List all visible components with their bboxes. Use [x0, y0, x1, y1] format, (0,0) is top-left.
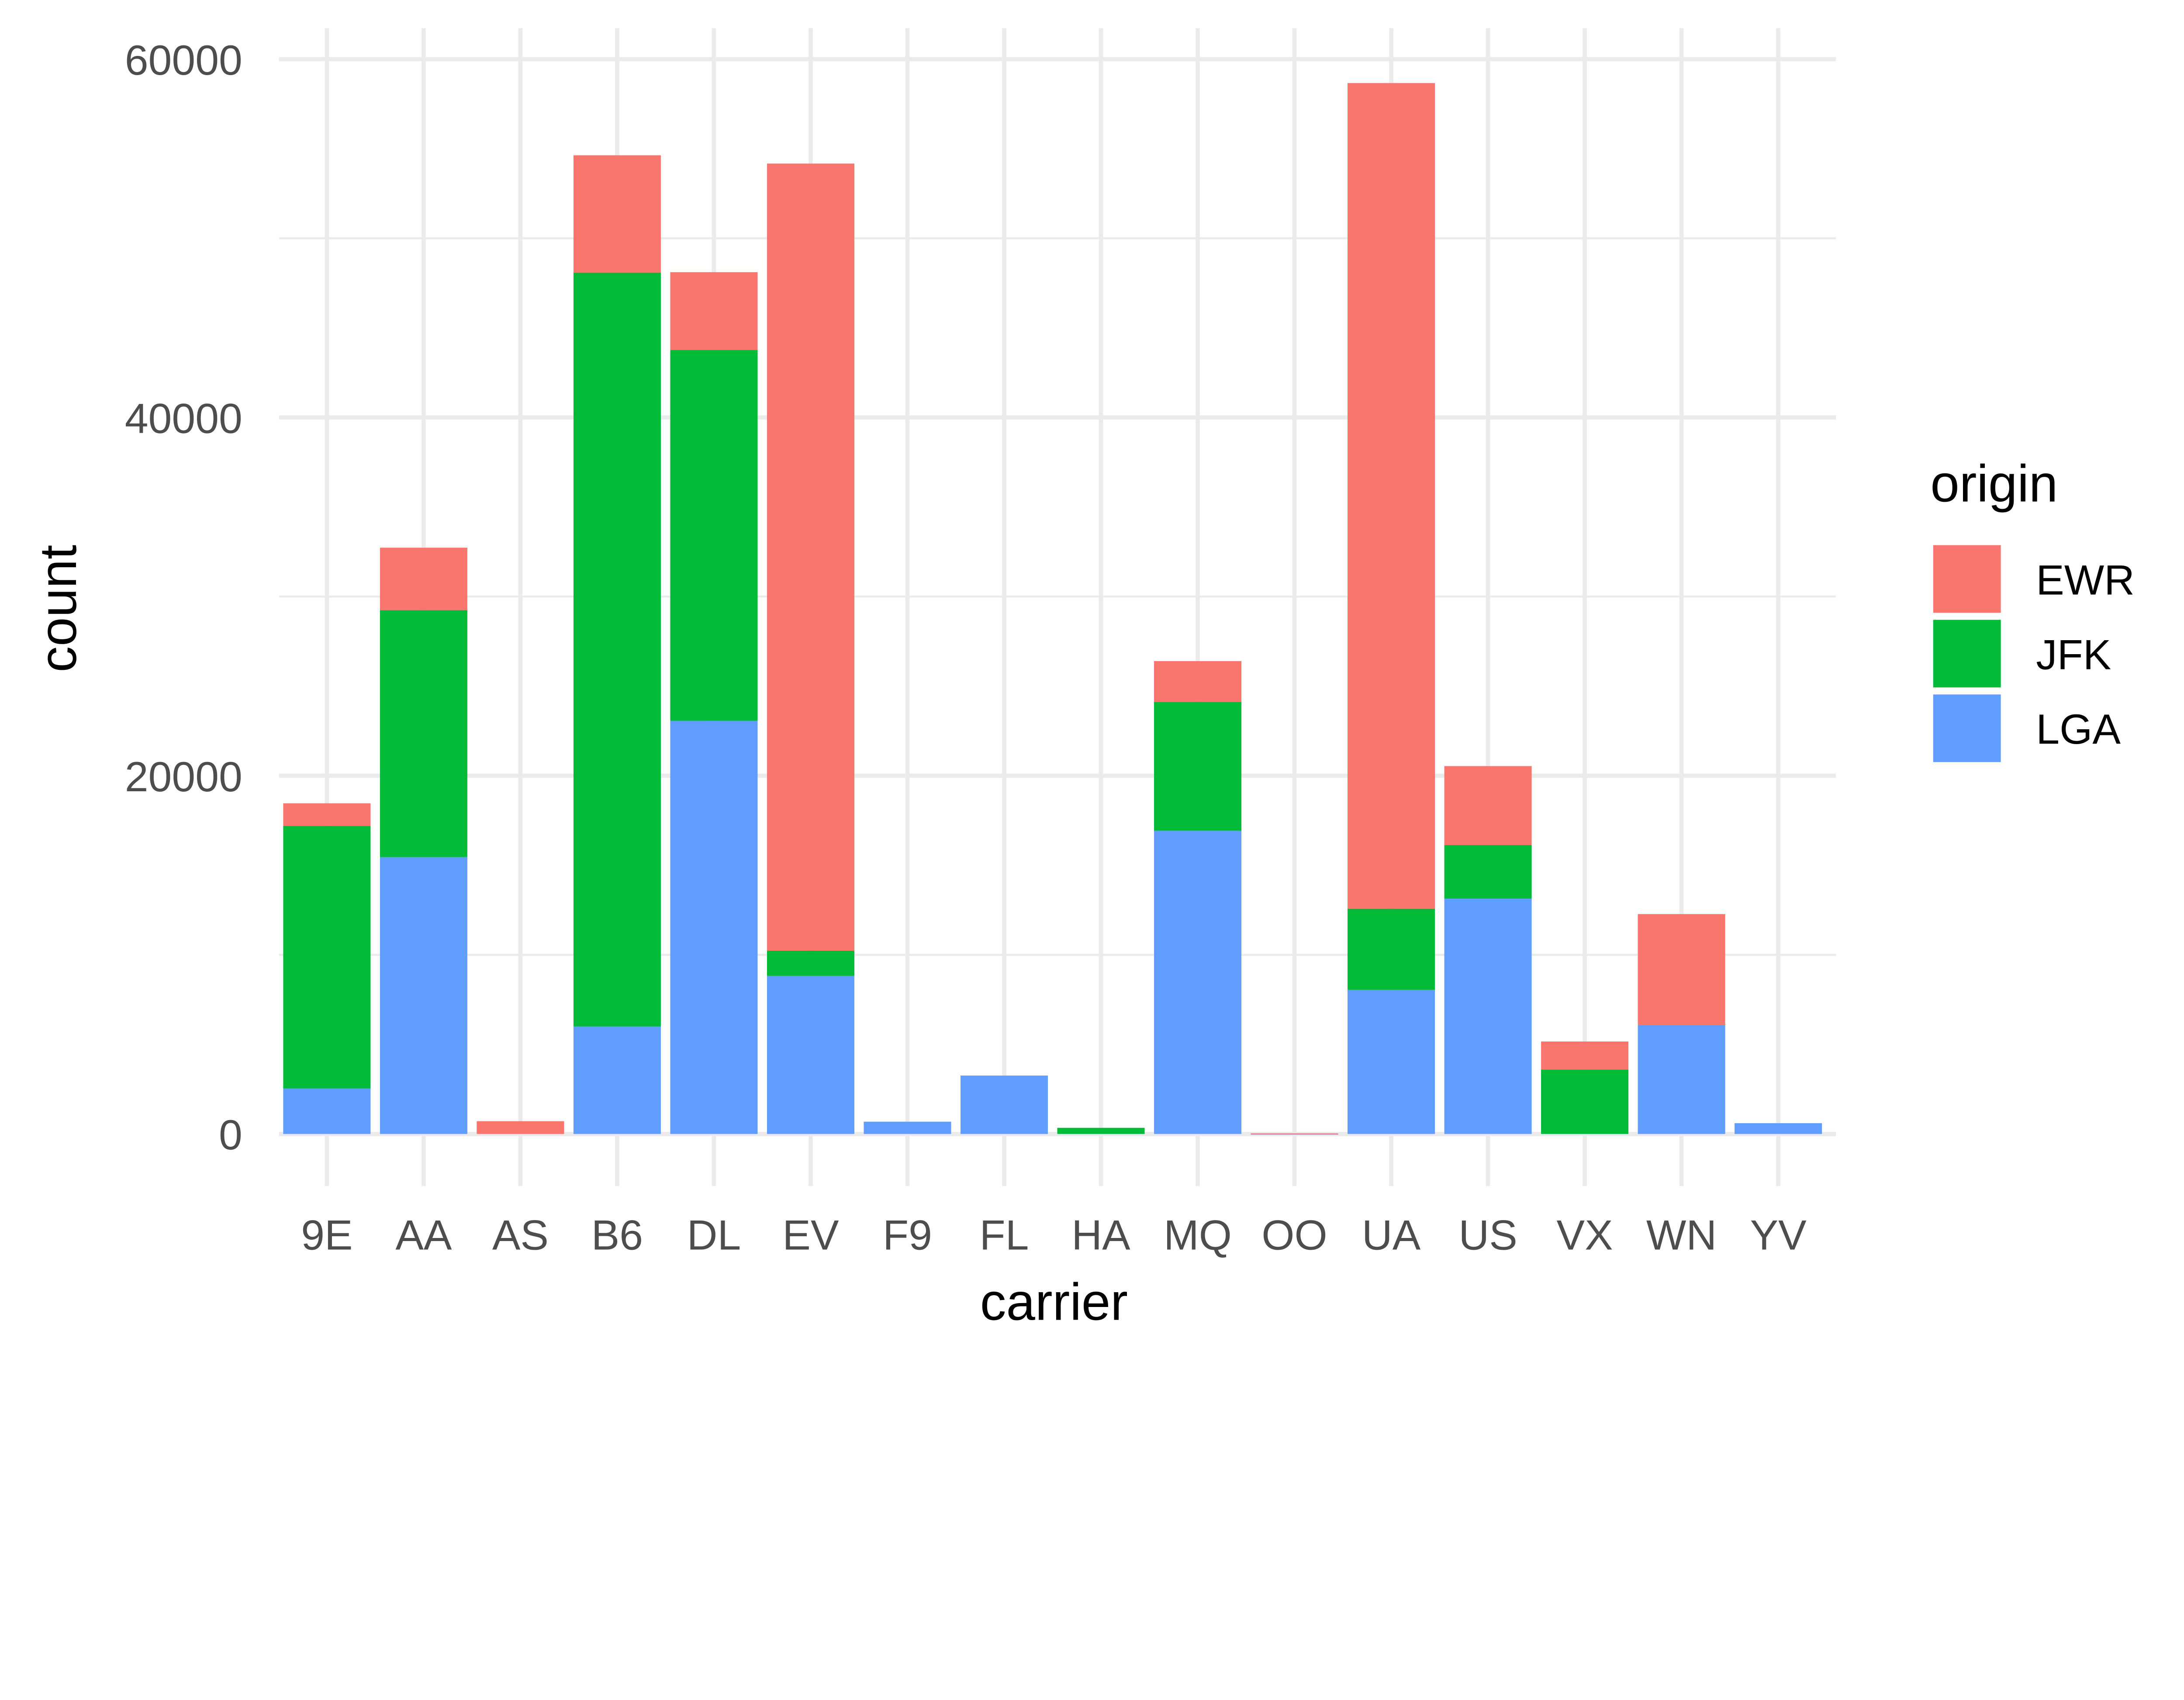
- legend: origin EWR JFK LGA: [1930, 455, 2135, 762]
- stacked-bar-chart: 0 20000 40000 60000 9E AA AS B6 DL EV F9 FL HA MQ OO U…: [29, 28, 2135, 1331]
- y-tick-label: 20000: [125, 753, 242, 800]
- x-tick-label: OO: [1261, 1211, 1327, 1259]
- bar-AS-EWR: [477, 1121, 564, 1134]
- bar-DL-LGA: [670, 721, 758, 1134]
- bar-OO-EWR: [1251, 1133, 1338, 1135]
- bar-AA-EWR: [380, 548, 467, 610]
- bar-B6-JFK: [573, 272, 661, 1027]
- bar-EV-LGA: [767, 976, 854, 1134]
- x-tick-label: 9E: [301, 1211, 352, 1259]
- x-tick-label: FL: [980, 1211, 1029, 1259]
- bar-VX-EWR: [1541, 1041, 1629, 1070]
- bar-F9-LGA: [864, 1121, 951, 1134]
- legend-key-LGA: [1933, 694, 2001, 762]
- x-tick-label: AA: [395, 1211, 452, 1259]
- bar-B6-EWR: [573, 155, 661, 273]
- bar-MQ-EWR: [1154, 661, 1242, 702]
- x-axis-title: carrier: [980, 1273, 1128, 1331]
- x-axis-ticks: 9E AA AS B6 DL EV F9 FL HA MQ OO UA US VX WN YV: [301, 1211, 1807, 1259]
- y-tick-label: 0: [219, 1111, 242, 1159]
- x-tick-label: UA: [1362, 1211, 1421, 1259]
- y-axis-title: count: [29, 545, 87, 672]
- bar-WN-EWR: [1638, 914, 1725, 1025]
- bar-MQ-LGA: [1154, 831, 1242, 1134]
- bar-EV-EWR: [767, 163, 854, 951]
- legend-label-JFK: JFK: [2036, 631, 2111, 678]
- bar-FL-LGA: [961, 1076, 1048, 1134]
- x-tick-label: US: [1458, 1211, 1517, 1259]
- x-tick-label: AS: [492, 1211, 549, 1259]
- bar-9E-LGA: [283, 1088, 371, 1134]
- bar-US-JFK: [1444, 845, 1532, 899]
- bar-HA-JFK: [1057, 1128, 1145, 1134]
- bar-UA-EWR: [1348, 83, 1435, 909]
- bar-DL-JFK: [670, 350, 758, 721]
- legend-label-EWR: EWR: [2036, 556, 2135, 603]
- bar-B6-LGA: [573, 1026, 661, 1134]
- bar-EV-JFK: [767, 950, 854, 976]
- bar-DL-EWR: [670, 272, 758, 350]
- legend-key-JFK: [1933, 620, 2001, 688]
- grid: [279, 28, 1836, 1186]
- bar-VX-JFK: [1541, 1069, 1629, 1134]
- x-tick-label: B6: [591, 1211, 643, 1259]
- x-tick-label: WN: [1646, 1211, 1717, 1259]
- bar-US-EWR: [1444, 766, 1532, 845]
- bar-UA-LGA: [1348, 990, 1435, 1134]
- y-tick-label: 60000: [125, 36, 242, 84]
- bar-WN-LGA: [1638, 1025, 1725, 1134]
- bar-AA-JFK: [380, 610, 467, 857]
- x-tick-label: MQ: [1164, 1211, 1232, 1259]
- x-tick-label: EV: [782, 1211, 839, 1259]
- bars: [283, 83, 1822, 1135]
- legend-key-EWR: [1933, 545, 2001, 613]
- y-tick-label: 40000: [125, 394, 242, 442]
- bar-9E-JFK: [283, 826, 371, 1089]
- x-tick-label: DL: [687, 1211, 741, 1259]
- x-tick-label: F9: [883, 1211, 932, 1259]
- bar-UA-JFK: [1348, 908, 1435, 990]
- legend-title: origin: [1930, 455, 2058, 513]
- bar-US-LGA: [1444, 898, 1532, 1134]
- bar-AA-LGA: [380, 857, 467, 1134]
- bar-YV-LGA: [1735, 1123, 1822, 1134]
- bar-9E-EWR: [283, 803, 371, 826]
- legend-label-LGA: LGA: [2036, 705, 2121, 753]
- x-tick-label: YV: [1750, 1211, 1807, 1259]
- x-tick-label: HA: [1071, 1211, 1130, 1259]
- bar-MQ-JFK: [1154, 702, 1242, 831]
- y-axis-ticks: 0 20000 40000 60000: [125, 36, 242, 1159]
- x-tick-label: VX: [1557, 1211, 1613, 1259]
